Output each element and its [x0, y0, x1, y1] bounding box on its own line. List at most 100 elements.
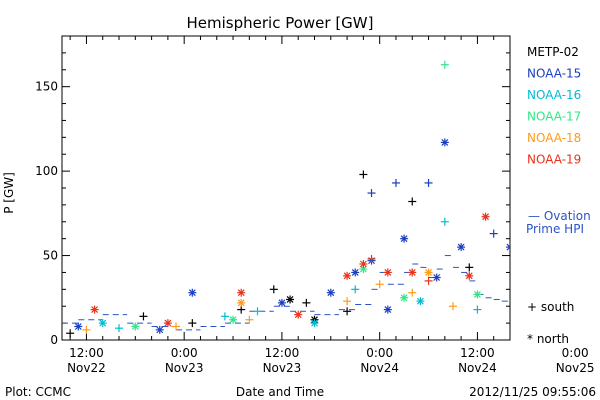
marker-noaa-15-north — [155, 325, 164, 334]
marker-noaa-15-north — [400, 234, 409, 243]
marker-metp-02-north — [286, 295, 295, 304]
x-tick-date-label: Nov23 — [263, 361, 302, 375]
x-tick-date-label: Nov25 — [556, 361, 595, 375]
north-marker-legend: * north — [527, 332, 569, 346]
y-tick-label: 150 — [35, 80, 58, 94]
marker-noaa-15-north — [506, 243, 510, 252]
marker-noaa-19-north — [383, 268, 392, 277]
marker-noaa-19-north — [343, 271, 352, 280]
marker-metp-02-south — [343, 307, 352, 316]
marker-noaa-15-north — [440, 138, 449, 147]
legend-noaa-17: NOAA-17 — [527, 110, 581, 124]
marker-noaa-15-south — [391, 178, 400, 187]
marker-noaa-16-south — [539, 321, 547, 329]
marker-noaa-18-south — [448, 302, 457, 311]
y-tick-label: 100 — [35, 164, 58, 178]
axes: 05010015012:00Nov220:00Nov2312:00Nov230:… — [35, 35, 595, 375]
marker-noaa-17-north — [555, 319, 563, 327]
x-tick-time-label: 12:00 — [69, 346, 104, 360]
marker-noaa-18-south — [375, 280, 384, 289]
x-tick-time-label: 12:00 — [265, 346, 300, 360]
marker-noaa-15-south — [489, 229, 498, 238]
marker-noaa-15-south — [514, 302, 522, 310]
marker-noaa-19-north — [359, 260, 368, 268]
marker-noaa-18-south — [82, 325, 91, 334]
chart-title: Hemispheric Power [GW] — [187, 14, 374, 32]
y-axis-label: P [GW] — [2, 172, 16, 214]
x-tick-time-label: 0:00 — [171, 346, 198, 360]
marker-noaa-16-north — [416, 297, 425, 306]
marker-noaa-15-south — [367, 189, 376, 198]
marker-noaa-17-north — [473, 290, 482, 299]
marker-metp-02-south — [237, 305, 246, 314]
marker-noaa-15-north — [539, 272, 547, 280]
ovation-prime-hpi-line — [62, 255, 510, 331]
marker-noaa-17-north — [131, 322, 140, 331]
marker-noaa-19-south — [367, 254, 376, 263]
marker-noaa-16-south — [115, 324, 124, 333]
footer-left: Plot: CCMC — [5, 385, 71, 399]
marker-metp-02-south — [302, 298, 311, 307]
marker-noaa-18-south — [245, 315, 254, 324]
marker-noaa-19-south — [424, 276, 433, 285]
legend-noaa-18: NOAA-18 — [527, 131, 581, 145]
marker-noaa-16-north — [98, 319, 107, 328]
marker-noaa-15-north — [457, 243, 466, 252]
marker-noaa-15-north — [188, 288, 197, 297]
marker-noaa-19-north — [481, 212, 490, 221]
legend-noaa-15: NOAA-15 — [527, 67, 581, 81]
marker-noaa-17-north — [587, 326, 595, 334]
marker-metp-02-south — [139, 312, 148, 321]
marker-noaa-16-south — [473, 305, 482, 314]
y-tick-label: 0 — [50, 333, 58, 347]
x-tick-date-label: Nov23 — [165, 361, 204, 375]
marker-noaa-19-north — [237, 288, 246, 297]
legend: METP-02 NOAA-15 NOAA-16 NOAA-17 NOAA-18 NOAA-… — [527, 45, 581, 167]
marker-metp-02-south — [269, 285, 278, 294]
marker-noaa-19-north — [522, 289, 530, 297]
marker-noaa-18-north — [237, 298, 246, 307]
marker-noaa-17-north — [400, 293, 409, 302]
marker-metp-02-south — [188, 319, 197, 328]
footer-timestamp: 2012/11/25 09:55:06 — [469, 385, 596, 399]
x-tick-time-label: 0:00 — [366, 346, 393, 360]
marker-noaa-16-south — [220, 312, 229, 321]
marker-noaa-19-north — [90, 305, 99, 314]
marker-noaa-16-south — [440, 217, 449, 226]
x-tick-date-label: Nov22 — [67, 361, 106, 375]
marker-noaa-18-south — [514, 319, 522, 327]
marker-noaa-15-south — [424, 178, 433, 187]
plot-frame — [61, 35, 511, 341]
marker-metp-02-south — [408, 197, 417, 206]
y-tick-label: 50 — [43, 249, 58, 263]
marker-noaa-16-north — [310, 319, 319, 328]
marker-noaa-15-north — [383, 305, 392, 314]
x-tick-time-label: 12:00 — [460, 346, 495, 360]
marker-noaa-18-north — [424, 268, 433, 277]
marker-noaa-15-north — [74, 322, 83, 331]
marker-metp-02-south — [579, 319, 587, 327]
x-tick-time-label: 0:00 — [562, 346, 589, 360]
legend-noaa-16: NOAA-16 — [527, 88, 581, 102]
marker-noaa-19-north — [163, 319, 172, 328]
marker-noaa-16-south — [253, 307, 262, 316]
ovation-label-line2: Prime HPI — [526, 222, 584, 236]
marker-noaa-19-north — [465, 271, 474, 280]
marker-noaa-19-north — [408, 268, 417, 277]
marker-metp-02-south — [465, 263, 474, 272]
marker-noaa-17-north — [229, 315, 238, 324]
marker-noaa-19-north — [294, 310, 303, 319]
marker-noaa-17-south — [440, 60, 449, 69]
legend-noaa-19: NOAA-19 — [527, 153, 581, 167]
x-axis-label: Date and Time — [236, 385, 324, 399]
ovation-label-line1: — Ovation — [528, 209, 591, 223]
marker-noaa-15-north — [351, 268, 360, 277]
marker-noaa-19-north — [579, 316, 587, 324]
x-tick-date-label: Nov24 — [360, 361, 399, 375]
data-markers — [66, 60, 595, 338]
marker-noaa-18-south — [172, 322, 181, 331]
south-marker-legend: + south — [527, 300, 574, 314]
legend-metp-02: METP-02 — [527, 45, 579, 59]
marker-metp-02-south — [530, 322, 538, 330]
